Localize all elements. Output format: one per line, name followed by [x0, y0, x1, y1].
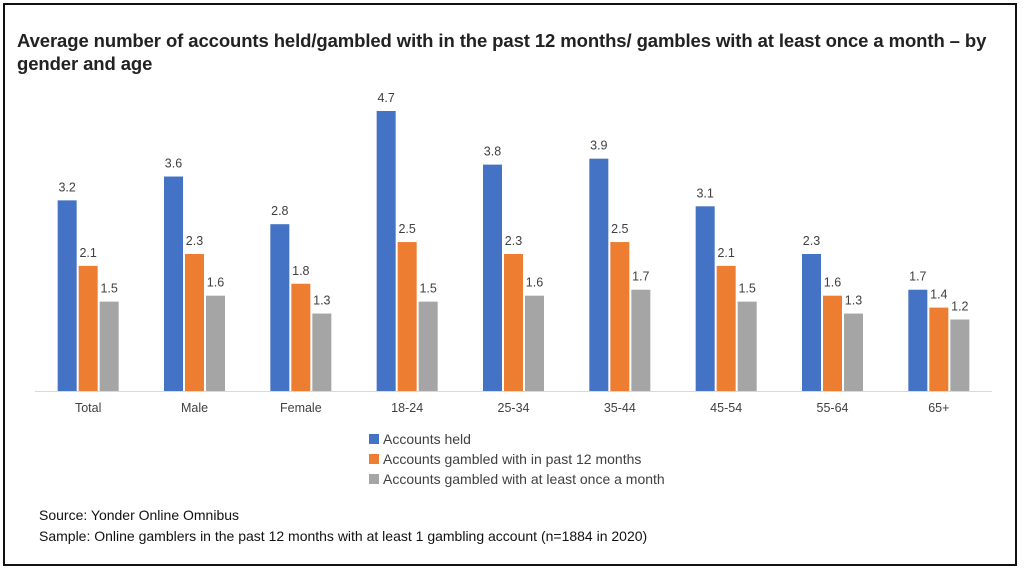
- data-label-65--series-3: 1.2: [951, 300, 968, 314]
- bar-total-series-2: [78, 265, 98, 391]
- data-label-male-series-1: 3.6: [165, 157, 182, 171]
- data-label-55-64-series-1: 2.3: [803, 234, 820, 248]
- legend-item-accounts-gambled-monthly: Accounts gambled with at least once a mo…: [369, 469, 665, 489]
- bar-55-64-series-3: [844, 313, 863, 391]
- legend-item-accounts-gambled-12-months: Accounts gambled with in past 12 months: [369, 449, 665, 469]
- x-tick-label-45-54: 45-54: [710, 401, 742, 415]
- data-label-35-44-series-1: 3.9: [590, 139, 607, 153]
- data-label-total-series-2: 2.1: [79, 246, 96, 260]
- data-label-25-34-series-3: 1.6: [526, 276, 543, 290]
- data-label-55-64-series-3: 1.3: [845, 294, 862, 308]
- legend-label-accounts-gambled-12-months: Accounts gambled with in past 12 months: [383, 451, 642, 467]
- legend-item-accounts-held: Accounts held: [369, 429, 665, 449]
- source-note: Source: Yonder Online Omnibus: [39, 507, 240, 523]
- data-label-total-series-3: 1.5: [100, 282, 117, 296]
- bar-male-series-3: [206, 295, 225, 391]
- bar-35-44-series-3: [631, 289, 651, 391]
- data-label-female-series-2: 1.8: [292, 264, 309, 278]
- bar-55-64-series-2: [823, 295, 842, 391]
- bar-male-series-2: [185, 253, 204, 391]
- data-label-65--series-1: 1.7: [909, 270, 926, 284]
- chart-footer: Source: Yonder Online Omnibus Sample: On…: [39, 505, 647, 547]
- chart-legend: Accounts held Accounts gambled with in p…: [369, 429, 665, 489]
- bar-45-54-series-3: [737, 301, 757, 391]
- x-tick-label-total: Total: [75, 401, 101, 415]
- data-label-total-series-1: 3.2: [58, 180, 75, 194]
- bar-total-series-3: [99, 301, 119, 391]
- legend-swatch-accounts-gambled-12-months: [369, 454, 379, 464]
- data-label-25-34-series-1: 3.8: [484, 145, 501, 159]
- data-label-male-series-2: 2.3: [186, 234, 203, 248]
- x-tick-label-35-44: 35-44: [604, 401, 636, 415]
- bar-35-44-series-1: [589, 158, 609, 391]
- sample-note: Sample: Online gamblers in the past 12 m…: [39, 528, 648, 544]
- x-tick-label-65-: 65+: [928, 401, 949, 415]
- data-label-65--series-2: 1.4: [930, 288, 947, 302]
- data-label-35-44-series-2: 2.5: [611, 222, 628, 236]
- data-label-18-24-series-2: 2.5: [398, 222, 415, 236]
- x-tick-label-18-24: 18-24: [391, 401, 423, 415]
- x-tick-label-25-34: 25-34: [498, 401, 530, 415]
- bar-18-24-series-3: [418, 301, 438, 391]
- data-label-25-34-series-2: 2.3: [505, 234, 522, 248]
- data-label-18-24-series-1: 4.7: [377, 91, 394, 105]
- bar-total-series-1: [57, 200, 77, 391]
- bar-25-34-series-2: [504, 253, 523, 391]
- bar-25-34-series-1: [483, 164, 502, 391]
- x-tick-label-male: Male: [181, 401, 208, 415]
- bar-65--series-2: [929, 307, 949, 391]
- bar-female-series-2: [291, 283, 311, 391]
- x-tick-label-55-64: 55-64: [817, 401, 849, 415]
- legend-label-accounts-gambled-monthly: Accounts gambled with at least once a mo…: [383, 471, 665, 487]
- data-label-18-24-series-3: 1.5: [419, 282, 436, 296]
- data-label-45-54-series-3: 1.5: [738, 282, 755, 296]
- bar-45-54-series-2: [716, 265, 736, 391]
- data-label-45-54-series-1: 3.1: [696, 186, 713, 200]
- data-label-female-series-1: 2.8: [271, 204, 288, 218]
- data-label-55-64-series-2: 1.6: [824, 276, 841, 290]
- data-label-45-54-series-2: 2.1: [717, 246, 734, 260]
- bar-18-24-series-1: [376, 111, 396, 391]
- data-label-male-series-3: 1.6: [207, 276, 224, 290]
- legend-swatch-accounts-held: [369, 434, 379, 444]
- bar-55-64-series-1: [802, 253, 821, 391]
- legend-swatch-accounts-gambled-monthly: [369, 474, 379, 484]
- bar-35-44-series-2: [610, 242, 630, 391]
- bar-male-series-1: [164, 176, 183, 391]
- bar-female-series-1: [270, 224, 290, 391]
- data-label-female-series-3: 1.3: [313, 294, 330, 308]
- bar-65--series-3: [950, 319, 970, 391]
- bar-18-24-series-2: [397, 242, 417, 391]
- chart-title: Average number of accounts held/gambled …: [17, 30, 987, 74]
- x-tick-label-female: Female: [280, 401, 322, 415]
- bar-25-34-series-3: [525, 295, 544, 391]
- bar-female-series-3: [312, 313, 332, 391]
- legend-label-accounts-held: Accounts held: [383, 431, 471, 447]
- bar-45-54-series-1: [695, 206, 715, 391]
- data-label-35-44-series-3: 1.7: [632, 270, 649, 284]
- bar-65--series-1: [908, 289, 928, 391]
